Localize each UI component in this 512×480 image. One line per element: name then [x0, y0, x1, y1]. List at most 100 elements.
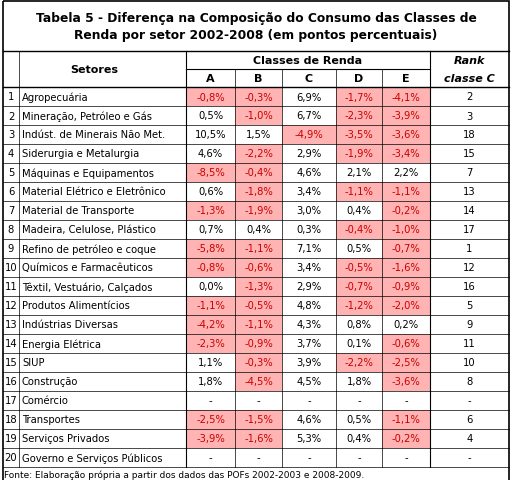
- Text: 2,1%: 2,1%: [347, 168, 372, 178]
- Text: 1,8%: 1,8%: [347, 377, 372, 387]
- Text: 6: 6: [8, 187, 14, 197]
- Text: -0,7%: -0,7%: [392, 244, 420, 254]
- Bar: [235, 182, 282, 202]
- Bar: [336, 277, 382, 296]
- Text: E: E: [402, 74, 410, 84]
- Text: Serviços Privados: Serviços Privados: [22, 433, 110, 444]
- Text: 2: 2: [8, 111, 14, 121]
- Text: 5: 5: [466, 301, 473, 311]
- Text: 16: 16: [5, 377, 17, 387]
- Text: -2,2%: -2,2%: [345, 358, 373, 368]
- Text: 1,1%: 1,1%: [198, 358, 223, 368]
- Text: 4,6%: 4,6%: [198, 149, 223, 159]
- Bar: [235, 315, 282, 334]
- Bar: [235, 144, 282, 164]
- Bar: [382, 258, 430, 277]
- Text: -: -: [257, 396, 260, 406]
- Bar: [235, 107, 282, 126]
- Text: -2,2%: -2,2%: [244, 149, 273, 159]
- Bar: [235, 334, 282, 353]
- Text: Fonte: Elaboração própria a partir dos dados das POFs 2002-2003 e 2008-2009.: Fonte: Elaboração própria a partir dos d…: [4, 470, 364, 479]
- Text: -: -: [467, 453, 472, 463]
- Text: -1,1%: -1,1%: [392, 415, 420, 425]
- Text: -: -: [467, 396, 472, 406]
- Text: 1: 1: [466, 244, 473, 254]
- Text: Refino de petróleo e coque: Refino de petróleo e coque: [22, 244, 156, 254]
- Text: -1,7%: -1,7%: [345, 92, 373, 102]
- Text: 4,6%: 4,6%: [296, 168, 322, 178]
- Text: 7,1%: 7,1%: [296, 244, 322, 254]
- Text: -3,6%: -3,6%: [392, 130, 420, 140]
- Bar: [186, 429, 235, 448]
- Text: -4,5%: -4,5%: [244, 377, 273, 387]
- Text: -1,6%: -1,6%: [392, 263, 420, 273]
- Text: -0,5%: -0,5%: [244, 301, 273, 311]
- Text: 3,7%: 3,7%: [296, 339, 322, 349]
- Text: 4: 4: [8, 149, 14, 159]
- Text: 4,6%: 4,6%: [296, 415, 322, 425]
- Text: 2,9%: 2,9%: [296, 149, 322, 159]
- Bar: [235, 372, 282, 391]
- Bar: [186, 410, 235, 429]
- Bar: [382, 107, 430, 126]
- Text: -4,2%: -4,2%: [196, 320, 225, 330]
- Text: -0,2%: -0,2%: [392, 433, 420, 444]
- Text: -: -: [357, 453, 361, 463]
- Text: 2,2%: 2,2%: [393, 168, 419, 178]
- Text: 0,5%: 0,5%: [198, 111, 223, 121]
- Text: Máquinas e Equipamentos: Máquinas e Equipamentos: [22, 168, 154, 179]
- Bar: [336, 353, 382, 372]
- Text: 0,2%: 0,2%: [393, 320, 419, 330]
- Text: 0,4%: 0,4%: [347, 433, 372, 444]
- Bar: [336, 182, 382, 202]
- Bar: [382, 126, 430, 144]
- Text: Produtos Alimentícios: Produtos Alimentícios: [22, 301, 130, 311]
- Bar: [382, 429, 430, 448]
- Text: Setores: Setores: [71, 65, 118, 75]
- Text: 0,5%: 0,5%: [347, 415, 372, 425]
- Text: -1,0%: -1,0%: [392, 225, 420, 235]
- Text: 10: 10: [463, 358, 476, 368]
- Text: Madeira, Celulose, Plástico: Madeira, Celulose, Plástico: [22, 225, 156, 235]
- Text: -1,1%: -1,1%: [392, 187, 420, 197]
- Bar: [235, 258, 282, 277]
- Text: 1,8%: 1,8%: [198, 377, 223, 387]
- Bar: [336, 126, 382, 144]
- Text: -1,6%: -1,6%: [244, 433, 273, 444]
- Text: 4,3%: 4,3%: [296, 320, 322, 330]
- Text: Classes de Renda: Classes de Renda: [253, 56, 362, 66]
- Text: -1,8%: -1,8%: [244, 187, 273, 197]
- Text: 0,1%: 0,1%: [347, 339, 372, 349]
- Bar: [186, 240, 235, 258]
- Text: 12: 12: [463, 263, 476, 273]
- Text: classe C: classe C: [444, 74, 495, 84]
- Text: 3,9%: 3,9%: [296, 358, 322, 368]
- Text: 19: 19: [5, 433, 17, 444]
- Bar: [382, 410, 430, 429]
- Text: -1,9%: -1,9%: [244, 206, 273, 216]
- Text: 0,8%: 0,8%: [347, 320, 372, 330]
- Text: Siderurgia e Metalurgia: Siderurgia e Metalurgia: [22, 149, 139, 159]
- Text: 3,0%: 3,0%: [296, 206, 322, 216]
- Text: 0,6%: 0,6%: [198, 187, 223, 197]
- Bar: [282, 126, 336, 144]
- Text: 1,5%: 1,5%: [246, 130, 271, 140]
- Text: -1,3%: -1,3%: [244, 282, 273, 292]
- Text: -0,4%: -0,4%: [345, 225, 373, 235]
- Text: -: -: [404, 453, 408, 463]
- Text: Energia Elétrica: Energia Elétrica: [22, 338, 101, 349]
- Text: Material Elétrico e Eletrônico: Material Elétrico e Eletrônico: [22, 187, 165, 197]
- Text: -0,3%: -0,3%: [244, 358, 273, 368]
- Text: 5: 5: [8, 168, 14, 178]
- Text: -3,5%: -3,5%: [345, 130, 373, 140]
- Bar: [382, 202, 430, 220]
- Text: Comércio: Comércio: [22, 396, 69, 406]
- Text: -1,1%: -1,1%: [196, 301, 225, 311]
- Bar: [186, 258, 235, 277]
- Text: 7: 7: [8, 206, 14, 216]
- Bar: [382, 372, 430, 391]
- Text: 4,8%: 4,8%: [296, 301, 322, 311]
- Text: 4,5%: 4,5%: [296, 377, 322, 387]
- Text: -3,4%: -3,4%: [392, 149, 420, 159]
- Bar: [382, 240, 430, 258]
